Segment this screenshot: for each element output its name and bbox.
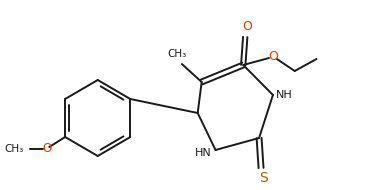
Text: O: O [43, 142, 52, 155]
Text: CH₃: CH₃ [4, 144, 24, 154]
Text: S: S [259, 171, 268, 185]
Text: O: O [268, 51, 278, 63]
Text: O: O [242, 21, 252, 33]
Text: CH₃: CH₃ [167, 49, 187, 59]
Text: NH: NH [276, 90, 292, 100]
Text: HN: HN [195, 148, 212, 158]
